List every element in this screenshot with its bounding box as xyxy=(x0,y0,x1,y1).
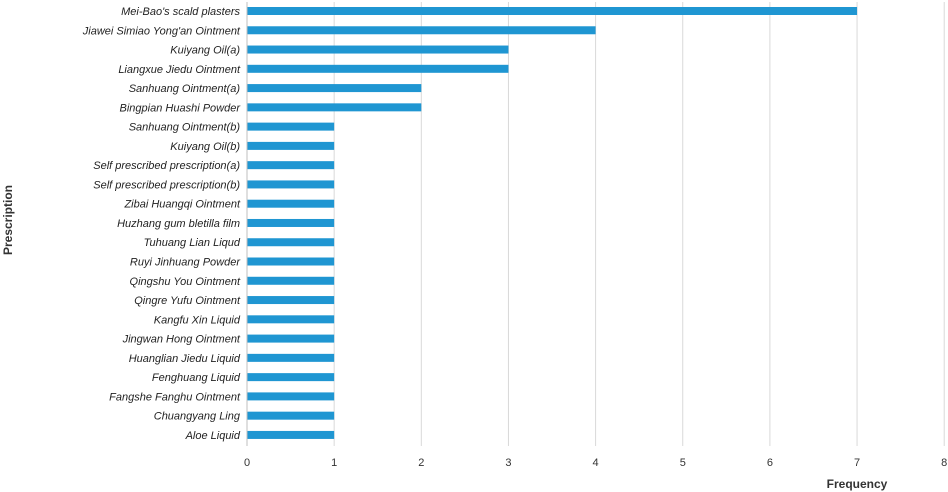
x-tick-8: 8 xyxy=(941,457,947,469)
category-label-14: Qingshu You Ointment xyxy=(130,276,241,288)
category-label-22: Aloe Liquid xyxy=(185,430,241,442)
category-label-12: Tuhuang Lian Liqud xyxy=(144,237,241,249)
bar-15 xyxy=(247,296,335,305)
category-labels: Mei-Bao's scald plasters Jiawei Simiao Yo… xyxy=(82,6,242,442)
category-label-15: Qingre Yufu Ointment xyxy=(134,295,241,307)
category-label-9: Self prescribed prescription(b) xyxy=(93,179,240,191)
bar-13 xyxy=(247,257,335,266)
x-tick-labels: 0 1 2 3 4 5 6 7 8 xyxy=(244,457,947,469)
category-label-0: Mei-Bao's scald plasters xyxy=(121,6,240,18)
x-tick-5: 5 xyxy=(680,457,686,469)
bar-19 xyxy=(247,373,335,382)
category-label-18: Huanglian Jiedu Liquid xyxy=(129,353,241,365)
category-label-3: Liangxue Jiedu Ointment xyxy=(118,64,241,76)
x-tick-2: 2 xyxy=(418,457,424,469)
category-label-6: Sanhuang Ointment(b) xyxy=(129,122,241,134)
category-label-10: Zibai Huangqi Ointment xyxy=(123,199,241,211)
x-axis-title: Frequency xyxy=(827,477,888,491)
bar-22 xyxy=(247,430,335,439)
bar-9 xyxy=(247,180,335,189)
x-tick-4: 4 xyxy=(593,457,599,469)
bar-4 xyxy=(247,84,422,93)
category-label-5: Bingpian Huashi Powder xyxy=(120,102,242,114)
category-label-8: Self prescribed prescription(a) xyxy=(93,160,240,172)
bar-7 xyxy=(247,141,335,150)
bar-20 xyxy=(247,392,335,401)
x-tick-7: 7 xyxy=(854,457,860,469)
bar-17 xyxy=(247,334,335,343)
bar-16 xyxy=(247,315,335,324)
x-tick-1: 1 xyxy=(331,457,337,469)
bar-21 xyxy=(247,411,335,420)
category-label-17: Jingwan Hong Ointment xyxy=(122,334,241,346)
bar-2 xyxy=(247,45,509,54)
category-label-11: Huzhang gum bletilla film xyxy=(117,218,240,230)
bars xyxy=(247,7,858,439)
x-tick-3: 3 xyxy=(505,457,511,469)
bar-14 xyxy=(247,276,335,285)
category-label-2: Kuiyang Oil(a) xyxy=(170,45,240,57)
category-label-21: Chuangyang Ling xyxy=(154,411,241,423)
bar-1 xyxy=(247,26,596,35)
category-label-16: Kangfu Xin Liquid xyxy=(154,314,241,326)
bar-12 xyxy=(247,238,335,247)
bar-11 xyxy=(247,218,335,227)
bar-8 xyxy=(247,161,335,170)
bar-10 xyxy=(247,199,335,208)
bar-3 xyxy=(247,64,509,73)
category-label-13: Ruyi Jinhuang Powder xyxy=(130,257,241,269)
bar-0 xyxy=(247,7,858,15)
category-label-19: Fenghuang Liquid xyxy=(152,372,241,384)
category-label-7: Kuiyang Oil(b) xyxy=(170,141,240,153)
x-tick-6: 6 xyxy=(767,457,773,469)
category-label-4: Sanhuang Ointment(a) xyxy=(129,83,241,95)
x-tick-0: 0 xyxy=(244,457,250,469)
y-axis-title: Prescription xyxy=(1,185,15,255)
grid-lines xyxy=(333,2,945,446)
bar-18 xyxy=(247,353,335,362)
category-label-20: Fangshe Fanghu Ointment xyxy=(109,391,241,403)
bar-6 xyxy=(247,122,335,131)
category-label-1: Jiawei Simiao Yong'an Ointment xyxy=(82,25,241,37)
bar-5 xyxy=(247,103,422,112)
